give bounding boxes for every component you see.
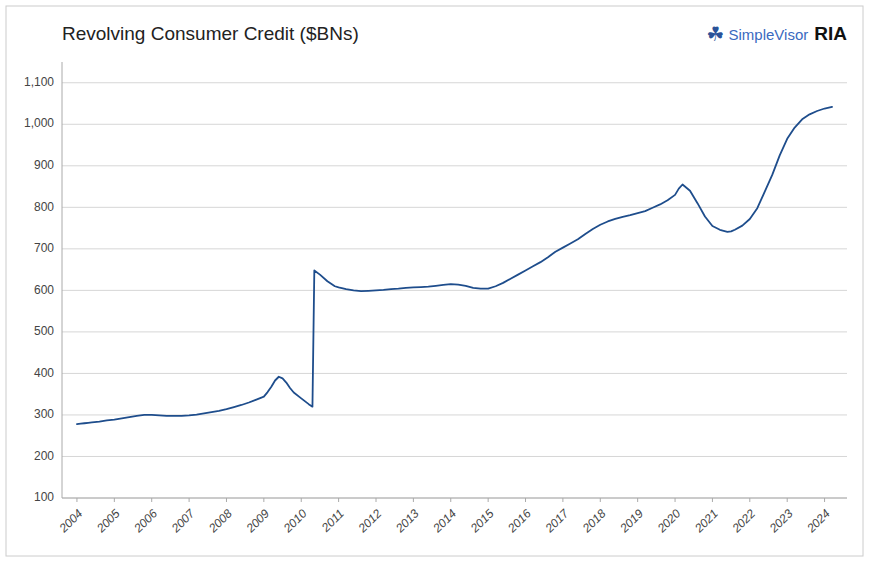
- x-tick-label: 2006: [131, 506, 161, 536]
- x-tick: [637, 498, 638, 502]
- chart: Revolving Consumer Credit ($BNs) RIA Simpl…: [0, 0, 869, 562]
- grid-line: [62, 124, 847, 125]
- line: [77, 107, 832, 424]
- y-tick-label: 800: [34, 200, 54, 214]
- x-tick: [413, 498, 414, 502]
- x-tick: [338, 498, 339, 502]
- y-grid: [62, 83, 847, 498]
- x-tick: [712, 498, 713, 502]
- y-tick-label: 1,100: [24, 75, 54, 89]
- x-tick: [562, 498, 563, 502]
- x-tick-label: 2015: [467, 506, 497, 536]
- x-axis-line: [62, 498, 847, 499]
- x-tick: [376, 498, 377, 502]
- logo-text: SimpleVisor: [729, 26, 809, 43]
- y-tick-label: 700: [34, 241, 54, 255]
- grid-line: [62, 248, 847, 249]
- x-tick: [114, 498, 115, 502]
- plot-area: [77, 107, 832, 424]
- x-tick: [824, 498, 825, 502]
- y-tick-label: 500: [34, 324, 54, 338]
- background: [0, 0, 869, 562]
- x-tick: [76, 498, 77, 502]
- y-tick-label: 200: [34, 449, 54, 463]
- x-tick-label: 2017: [542, 506, 572, 536]
- y-tick-label: 1,000: [24, 116, 54, 130]
- grid-line: [62, 165, 847, 166]
- x-tick-label: 2024: [803, 506, 833, 536]
- y-tick-label: 600: [34, 283, 54, 297]
- x-tick-label: 2013: [392, 506, 422, 536]
- x-tick-label: 2018: [579, 506, 609, 536]
- x-tick: [450, 498, 451, 502]
- x-tick: [600, 498, 601, 502]
- x-tick-label: 2023: [766, 506, 796, 536]
- figure-border: [6, 6, 863, 556]
- x-tick: [189, 498, 190, 502]
- y-axis-line: [62, 62, 63, 498]
- x-tick-label: 2005: [93, 506, 123, 536]
- x-tick-label: 2014: [430, 506, 460, 536]
- x-tick-label: 2011: [318, 506, 347, 535]
- y-tick-label: 900: [34, 158, 54, 172]
- x-tick: [488, 498, 489, 502]
- title: Revolving Consumer Credit ($BNs): [62, 23, 359, 44]
- x-tick-label: 2022: [729, 506, 759, 536]
- logo-text: RIA: [814, 23, 847, 44]
- grid-line: [62, 331, 847, 332]
- x-tick: [525, 498, 526, 502]
- x-tick-label: 2009: [243, 506, 273, 536]
- grid-line: [62, 82, 847, 83]
- x-tick: [263, 498, 264, 502]
- y-tick-label: 300: [34, 407, 54, 421]
- x-tick-label: 2012: [355, 506, 385, 536]
- x-tick-label: 2007: [168, 506, 198, 536]
- grid-line: [62, 498, 847, 499]
- x-tick: [749, 498, 750, 502]
- y-tick-labels: 100 200 300 400 500 600 700 800 900 1,000 1,100: [24, 75, 54, 504]
- grid-line: [62, 207, 847, 208]
- x-tick: [301, 498, 302, 502]
- x-tick-label: 2019: [617, 506, 647, 536]
- x-tick: [675, 498, 676, 502]
- x-tick: [787, 498, 788, 502]
- x-tick-label: 2008: [205, 506, 235, 536]
- x-tick-label: 2004: [56, 506, 86, 536]
- grid-line: [62, 373, 847, 374]
- logo-symbol: ☘: [707, 22, 725, 46]
- x-tick-label: 2010: [280, 506, 310, 536]
- y-tick-label: 400: [34, 366, 54, 380]
- x-tick-label: 2020: [654, 506, 684, 536]
- x-tick: [226, 498, 227, 502]
- x-tick: [151, 498, 152, 502]
- x-tick-label: 2021: [691, 506, 720, 535]
- grid-line: [62, 290, 847, 291]
- x-tick-label: 2016: [504, 506, 534, 536]
- grid-line: [62, 456, 847, 457]
- x-ticks: 20042005 200620072008 20092010 2011 20122013…: [56, 498, 833, 536]
- y-tick-label: 100: [34, 490, 54, 504]
